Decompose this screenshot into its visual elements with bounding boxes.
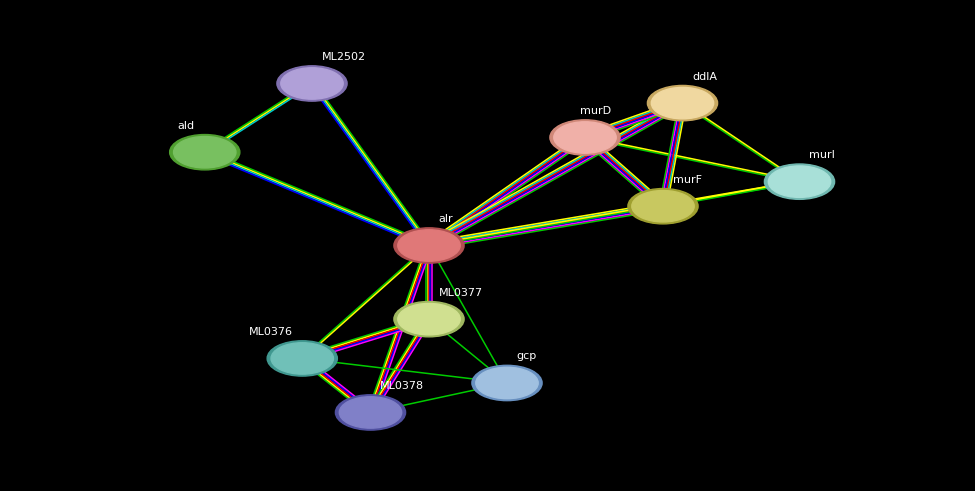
Circle shape	[647, 85, 718, 121]
Circle shape	[651, 87, 714, 119]
Circle shape	[335, 395, 406, 430]
Circle shape	[394, 228, 464, 263]
Text: alr: alr	[439, 214, 453, 224]
Circle shape	[267, 341, 337, 376]
Circle shape	[277, 66, 347, 101]
Circle shape	[632, 191, 694, 222]
Circle shape	[764, 164, 835, 199]
Circle shape	[472, 365, 542, 401]
Text: gcp: gcp	[517, 352, 537, 361]
Text: murD: murD	[580, 106, 611, 116]
Circle shape	[394, 301, 464, 337]
Circle shape	[339, 397, 402, 428]
Text: murF: murF	[673, 175, 702, 185]
Text: ML2502: ML2502	[322, 52, 366, 62]
Circle shape	[398, 230, 460, 261]
Circle shape	[281, 68, 343, 99]
Circle shape	[271, 343, 333, 374]
Circle shape	[170, 135, 240, 170]
Circle shape	[628, 189, 698, 224]
Text: ald: ald	[177, 121, 195, 131]
Circle shape	[554, 122, 616, 153]
Text: murI: murI	[809, 150, 836, 160]
Circle shape	[476, 367, 538, 399]
Circle shape	[550, 120, 620, 155]
Text: ML0376: ML0376	[249, 327, 292, 337]
Circle shape	[398, 303, 460, 335]
Text: ddlA: ddlA	[692, 72, 718, 82]
Text: ML0378: ML0378	[380, 381, 424, 391]
Circle shape	[768, 166, 831, 197]
Circle shape	[174, 136, 236, 168]
Text: ML0377: ML0377	[439, 288, 483, 298]
